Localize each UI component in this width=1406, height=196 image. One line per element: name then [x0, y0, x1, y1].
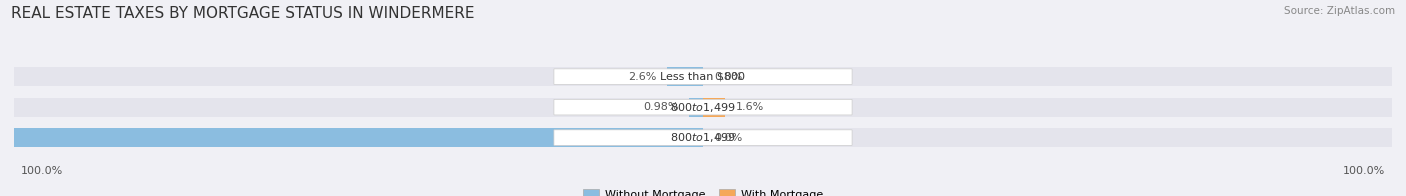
- Bar: [668, 67, 703, 86]
- Text: 0.0%: 0.0%: [714, 133, 742, 143]
- Bar: [689, 98, 703, 117]
- Legend: Without Mortgage, With Mortgage: Without Mortgage, With Mortgage: [578, 185, 828, 196]
- Bar: [14, 98, 1392, 117]
- FancyBboxPatch shape: [554, 69, 852, 84]
- Text: $800 to $1,499: $800 to $1,499: [671, 131, 735, 144]
- FancyBboxPatch shape: [554, 130, 852, 145]
- Text: $800 to $1,499: $800 to $1,499: [671, 101, 735, 114]
- Bar: [0, 128, 703, 147]
- Bar: [14, 128, 1392, 147]
- Text: 0.0%: 0.0%: [714, 72, 742, 82]
- FancyBboxPatch shape: [554, 99, 852, 115]
- Text: REAL ESTATE TAXES BY MORTGAGE STATUS IN WINDERMERE: REAL ESTATE TAXES BY MORTGAGE STATUS IN …: [11, 6, 475, 21]
- Text: 100.0%: 100.0%: [1343, 166, 1385, 176]
- Text: Source: ZipAtlas.com: Source: ZipAtlas.com: [1284, 6, 1395, 16]
- Bar: [14, 67, 1392, 86]
- Text: 1.6%: 1.6%: [737, 102, 765, 112]
- Text: Less than $800: Less than $800: [661, 72, 745, 82]
- Bar: [703, 98, 725, 117]
- Text: 2.6%: 2.6%: [627, 72, 657, 82]
- Text: 100.0%: 100.0%: [21, 166, 63, 176]
- Text: 0.98%: 0.98%: [643, 102, 679, 112]
